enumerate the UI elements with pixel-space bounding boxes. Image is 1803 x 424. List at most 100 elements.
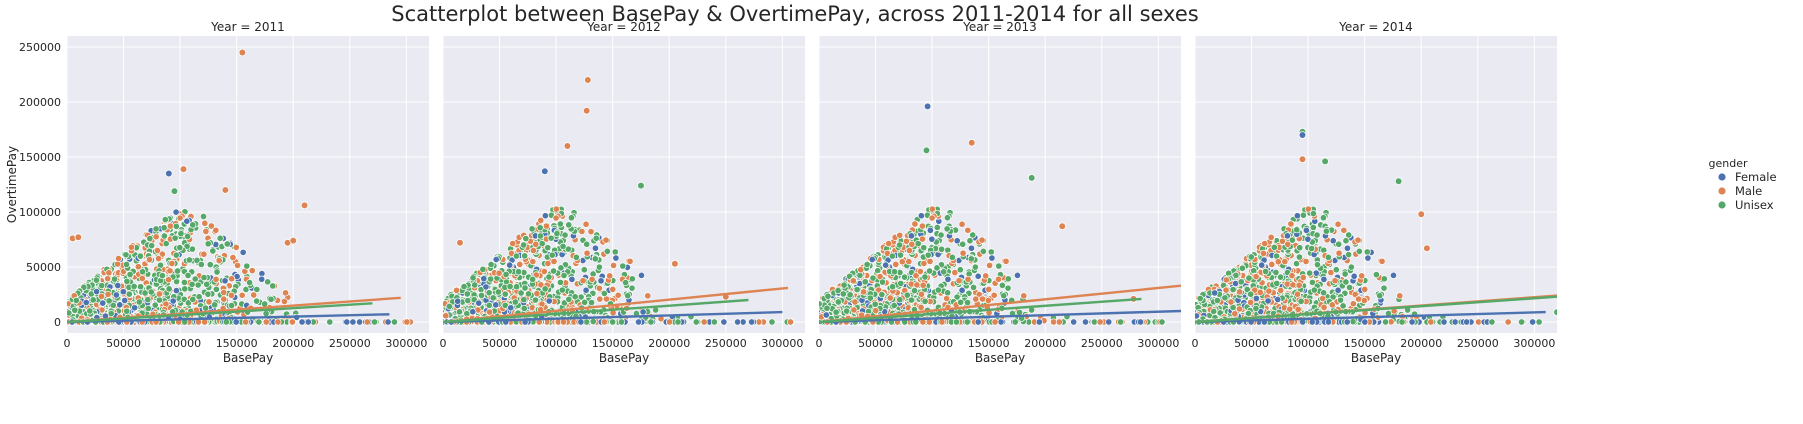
point — [602, 236, 610, 244]
point — [905, 258, 913, 266]
regression-line-unisex — [443, 298, 749, 324]
outlier-point — [74, 233, 83, 242]
point — [878, 291, 886, 299]
point — [559, 242, 567, 250]
point — [882, 261, 890, 269]
point — [195, 293, 203, 301]
point — [189, 221, 197, 229]
point — [978, 236, 986, 244]
point — [161, 216, 169, 224]
point — [99, 299, 107, 307]
point — [71, 306, 79, 314]
point — [907, 296, 915, 304]
point — [206, 261, 214, 269]
point — [282, 289, 290, 297]
point — [542, 222, 550, 230]
point — [172, 222, 180, 230]
x-tick-label: 50000 — [858, 337, 893, 350]
x-tick-label: 200000 — [272, 337, 314, 350]
regression-line-female — [819, 309, 1181, 324]
point — [589, 317, 597, 326]
point — [460, 283, 468, 291]
point — [591, 255, 599, 263]
point — [896, 296, 904, 304]
point — [200, 274, 208, 282]
point — [105, 269, 113, 277]
point — [520, 304, 528, 312]
y-tick-label: 100000 — [19, 206, 61, 219]
point — [888, 252, 896, 260]
point — [502, 270, 510, 278]
point — [1002, 257, 1010, 265]
point — [905, 246, 913, 255]
point — [544, 244, 552, 252]
point — [872, 307, 880, 315]
outlier-point — [541, 167, 549, 176]
point — [239, 248, 247, 256]
point — [550, 257, 558, 265]
point — [370, 318, 379, 326]
point — [82, 298, 90, 307]
point — [588, 275, 596, 283]
point — [72, 296, 80, 304]
point — [262, 318, 270, 326]
point — [216, 234, 224, 242]
point — [521, 252, 529, 260]
x-tick-label: 150000 — [968, 337, 1010, 350]
point — [189, 295, 197, 303]
point — [356, 318, 364, 326]
point — [160, 224, 168, 232]
x-tick-label: 200000 — [648, 337, 690, 350]
point — [261, 300, 269, 308]
point — [917, 290, 926, 298]
point — [924, 251, 932, 259]
point — [522, 235, 530, 243]
x-tick-label: 250000 — [705, 337, 747, 350]
point — [720, 318, 728, 326]
point — [168, 259, 176, 268]
point — [492, 255, 500, 264]
point — [363, 318, 371, 326]
point — [710, 318, 718, 326]
point — [221, 277, 229, 285]
point — [255, 318, 263, 326]
y-tick-label: 150000 — [19, 151, 61, 164]
point — [958, 220, 966, 228]
point — [130, 282, 138, 291]
point — [614, 291, 622, 299]
point — [644, 292, 652, 300]
point — [475, 299, 483, 307]
y-tick-label: 250000 — [19, 41, 61, 54]
point — [184, 271, 192, 280]
point — [997, 318, 1005, 326]
point — [889, 283, 897, 291]
point — [97, 292, 106, 300]
x-axis-label: BasePay — [1351, 351, 1401, 365]
point — [558, 286, 566, 294]
outlier-point — [922, 146, 931, 155]
point — [152, 225, 160, 233]
point — [957, 298, 965, 306]
point — [582, 220, 590, 228]
point — [921, 273, 929, 281]
point — [916, 267, 924, 276]
point — [200, 250, 208, 258]
point — [86, 307, 94, 315]
point — [920, 259, 928, 268]
point — [482, 283, 490, 291]
point — [525, 290, 533, 298]
point — [121, 296, 129, 304]
point — [509, 240, 517, 248]
point — [180, 278, 188, 286]
point — [1158, 318, 1166, 326]
point — [521, 284, 529, 292]
point — [160, 232, 168, 240]
point — [137, 283, 145, 291]
point — [991, 318, 999, 326]
regression-line-unisex — [67, 302, 373, 324]
point — [898, 258, 906, 266]
point — [232, 243, 240, 251]
point — [919, 281, 927, 289]
point — [938, 245, 946, 253]
point — [1340, 226, 1348, 234]
